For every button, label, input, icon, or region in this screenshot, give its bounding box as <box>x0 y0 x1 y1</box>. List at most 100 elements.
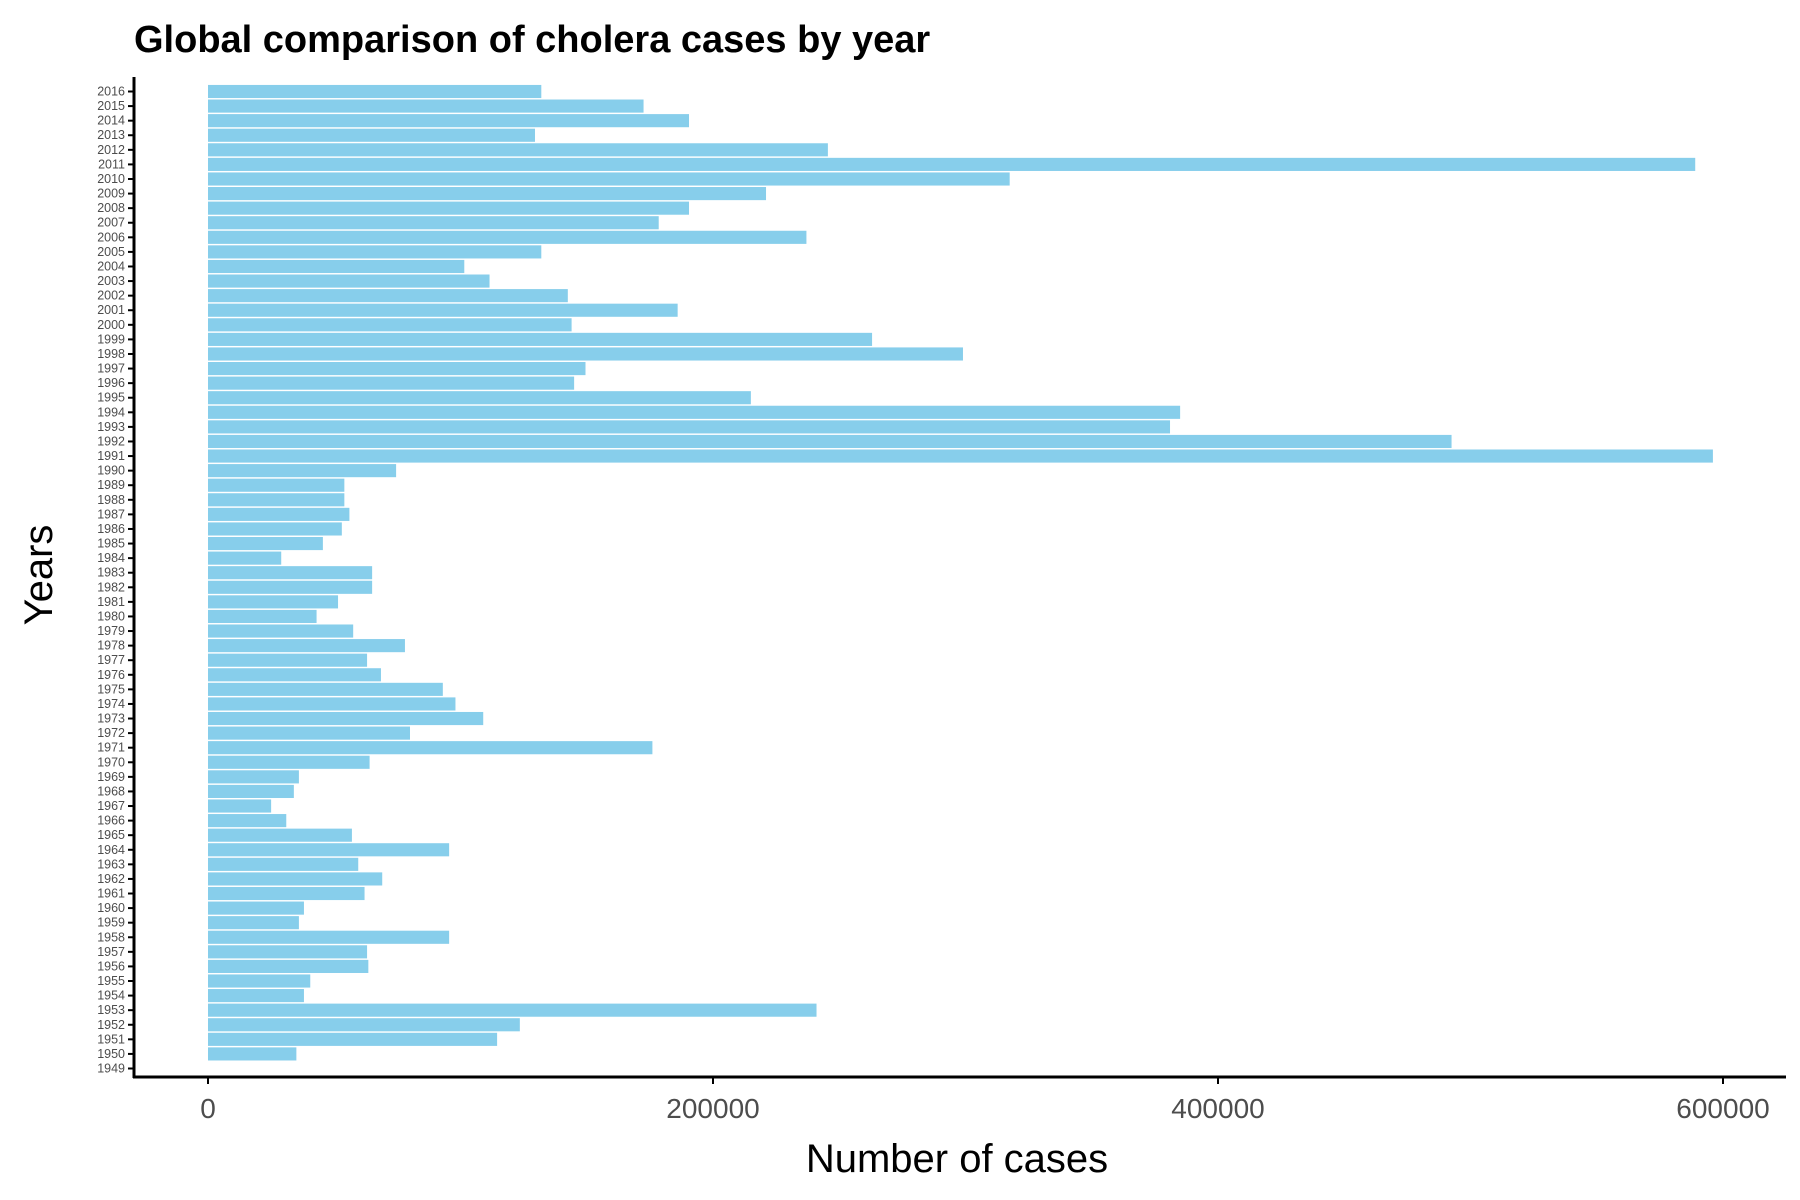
y-tick-label: 2014 <box>97 114 125 128</box>
bar-1970 <box>208 755 370 769</box>
y-tick-label: 2002 <box>97 289 125 303</box>
y-tick-label: 1971 <box>97 741 125 755</box>
y-tick-label: 1989 <box>97 478 125 492</box>
bar-1973 <box>208 711 484 726</box>
bars-layer <box>208 84 1713 1061</box>
y-tick-label: 2009 <box>97 187 125 201</box>
bar-1962 <box>208 872 383 886</box>
chart-title: Global comparison of cholera cases by ye… <box>134 19 930 61</box>
bar-2015 <box>208 99 644 113</box>
y-tick-label: 1974 <box>97 697 125 711</box>
bar-1966 <box>208 814 287 828</box>
y-tick-label: 1986 <box>97 522 125 536</box>
y-tick-label: 1975 <box>97 682 125 696</box>
bar-1974 <box>208 697 456 711</box>
bar-2011 <box>208 157 1696 171</box>
bar-1994 <box>208 405 1181 419</box>
y-tick-label: 1951 <box>97 1032 125 1046</box>
bar-2001 <box>208 303 678 317</box>
y-tick-label: 1961 <box>97 887 125 901</box>
bar-1955 <box>208 974 311 988</box>
y-tick-label: 1952 <box>97 1018 125 1032</box>
y-tick-label: 2012 <box>97 143 125 157</box>
bar-1960 <box>208 901 304 915</box>
bar-1979 <box>208 624 354 638</box>
y-tick-label: 1972 <box>97 726 125 740</box>
bar-2016 <box>208 84 542 99</box>
y-tick-label: 1954 <box>97 989 125 1003</box>
y-tick-label: 1970 <box>97 755 125 769</box>
y-tick-label: 1969 <box>97 770 125 784</box>
bar-1991 <box>208 449 1713 463</box>
bar-1982 <box>208 580 373 594</box>
y-tick-label: 1984 <box>97 551 125 565</box>
y-tick-label: 1980 <box>97 609 125 623</box>
y-tick-label: 1983 <box>97 566 125 580</box>
bar-1950 <box>208 1047 297 1061</box>
y-tick-label: 1949 <box>97 1062 125 1076</box>
y-tick-label: 2011 <box>98 157 125 171</box>
bar-1993 <box>208 420 1171 434</box>
y-tick-label: 1953 <box>97 1003 125 1017</box>
y-tick-label: 1993 <box>97 420 125 434</box>
bar-1978 <box>208 639 405 653</box>
y-tick-label: 1988 <box>97 493 125 507</box>
bar-2013 <box>208 128 535 142</box>
y-tick-label: 2016 <box>97 85 125 99</box>
y-tick-label: 2010 <box>97 172 125 186</box>
y-tick-label: 1959 <box>97 916 125 930</box>
y-tick-label: 1976 <box>97 668 125 682</box>
bar-2010 <box>208 172 1010 186</box>
y-tick-label: 1978 <box>97 639 125 653</box>
y-tick-label: 1999 <box>97 332 125 346</box>
bar-2012 <box>208 143 828 157</box>
y-tick-label: 1979 <box>97 624 125 638</box>
bar-2014 <box>208 114 690 128</box>
y-tick-label: 1973 <box>97 712 125 726</box>
bar-1961 <box>208 886 365 901</box>
bar-1997 <box>208 361 586 376</box>
bar-1957 <box>208 945 368 959</box>
bar-1959 <box>208 916 299 930</box>
bar-1975 <box>208 682 443 696</box>
bar-1992 <box>208 434 1452 449</box>
x-tick-label: 400000 <box>1171 1093 1264 1124</box>
y-tick-label: 1963 <box>97 857 125 871</box>
bar-1984 <box>208 551 282 565</box>
bar-1995 <box>208 391 751 405</box>
y-tick-label: 2005 <box>97 245 125 259</box>
y-axis-title: Years <box>17 525 61 626</box>
y-tick-label: 1955 <box>97 974 125 988</box>
bar-1951 <box>208 1032 498 1046</box>
y-tick-label: 2000 <box>97 318 125 332</box>
bar-1963 <box>208 857 359 871</box>
y-tick-label: 2008 <box>97 201 125 215</box>
y-tick-label: 1964 <box>97 843 125 857</box>
y-tick-label: 1962 <box>97 872 125 886</box>
y-tick-label: 2015 <box>97 99 125 113</box>
y-tick-label: 1968 <box>97 784 125 798</box>
bar-2005 <box>208 245 542 259</box>
bar-1980 <box>208 609 317 624</box>
bar-1996 <box>208 376 575 390</box>
bar-2008 <box>208 201 690 215</box>
y-tick-label: 1991 <box>97 449 125 463</box>
y-tick-label: 1965 <box>97 828 125 842</box>
bar-1998 <box>208 347 963 361</box>
x-ticks-layer: 0 200000 400000 600000 <box>200 1077 1770 1124</box>
y-tick-label: 1977 <box>97 653 125 667</box>
y-tick-label: 2013 <box>97 128 125 142</box>
bar-1987 <box>208 507 350 521</box>
bar-1969 <box>208 770 299 784</box>
y-tick-label: 1950 <box>97 1047 125 1061</box>
bar-1952 <box>208 1018 520 1032</box>
bar-1981 <box>208 595 339 609</box>
bar-2009 <box>208 187 767 201</box>
y-tick-label: 1982 <box>97 580 125 594</box>
y-tick-label: 1987 <box>97 507 125 521</box>
y-tick-label: 1995 <box>97 391 125 405</box>
bar-1983 <box>208 566 373 580</box>
y-tick-label: 2003 <box>97 274 125 288</box>
bar-2002 <box>208 289 568 303</box>
bar-1956 <box>208 959 369 973</box>
